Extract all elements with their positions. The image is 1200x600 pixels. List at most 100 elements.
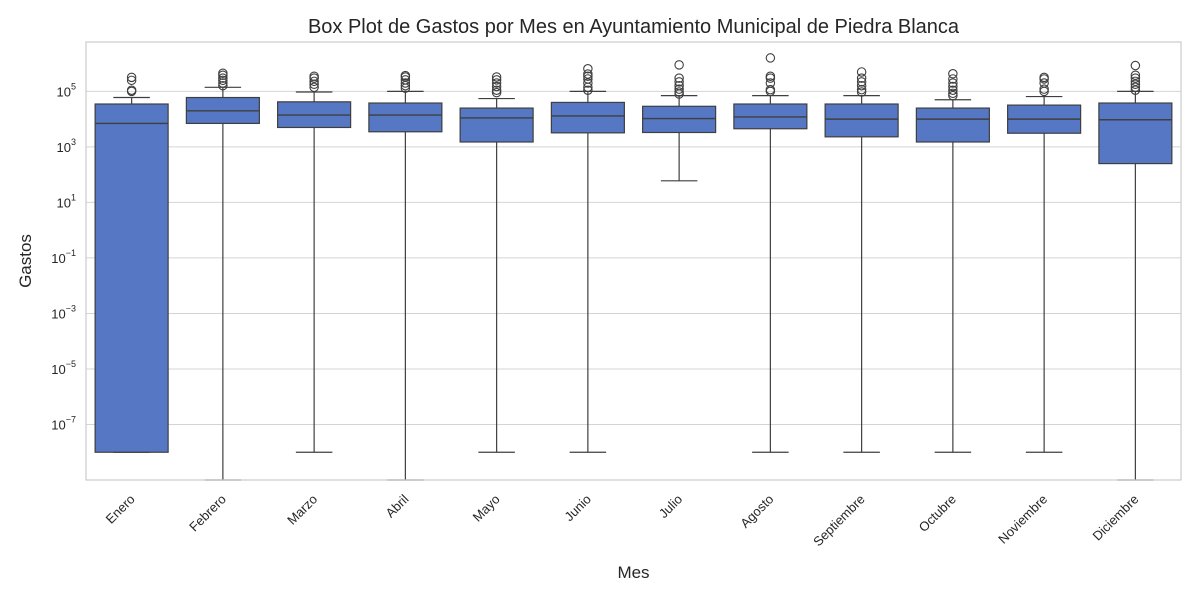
x-tick-label: Septiembre xyxy=(810,492,868,550)
outlier-point xyxy=(948,78,958,88)
y-tick-labels: 105 103 101 10−1 10−3 10−5 10−7 xyxy=(51,81,76,432)
outlier-point xyxy=(400,78,411,88)
outlier-point xyxy=(126,75,137,86)
y-tick-label: 103 xyxy=(57,137,76,155)
y-tick-label: 105 xyxy=(57,81,76,99)
outlier-point xyxy=(491,87,502,98)
box-layer xyxy=(94,53,1173,481)
y-tick-label: 101 xyxy=(57,192,76,210)
outlier-point xyxy=(856,77,867,87)
outlier-point xyxy=(218,78,228,88)
outlier-point xyxy=(126,85,137,95)
outlier-point xyxy=(218,68,228,78)
box-agosto xyxy=(733,53,808,453)
outlier-point xyxy=(1039,72,1049,83)
outlier-point xyxy=(674,77,684,87)
box-septiembre xyxy=(824,67,899,453)
outlier-point xyxy=(583,85,593,95)
x-tick-label: Enero xyxy=(103,492,138,527)
box-marzo xyxy=(277,71,352,453)
box-enero xyxy=(94,72,169,453)
outlier-point xyxy=(948,69,958,79)
outlier-point xyxy=(674,84,684,94)
outlier-point xyxy=(765,84,776,95)
outlier-point xyxy=(765,53,776,63)
x-axis-label: Mes xyxy=(617,563,649,582)
x-tick-label: Agosto xyxy=(737,492,776,531)
box-abril xyxy=(368,70,443,481)
iqr-box xyxy=(368,102,443,133)
x-tick-label: Marzo xyxy=(284,492,320,528)
box-julio xyxy=(642,60,717,182)
outlier-point xyxy=(856,73,867,83)
outlier-point xyxy=(856,87,867,97)
outlier-point xyxy=(765,73,776,83)
outlier-point xyxy=(491,75,502,85)
outlier-point xyxy=(1130,79,1141,90)
iqr-box xyxy=(642,105,717,134)
y-axis-label: Gastos xyxy=(16,234,35,288)
outlier-point xyxy=(491,72,502,82)
outlier-point xyxy=(400,70,411,81)
outlier-point xyxy=(583,64,593,74)
grid-layer xyxy=(86,90,1181,425)
box-junio xyxy=(550,64,625,453)
box-octubre xyxy=(915,69,990,453)
outlier-point xyxy=(1130,73,1141,83)
x-tick-label: Abril xyxy=(382,491,411,520)
outlier-point xyxy=(674,73,684,83)
outlier-point xyxy=(1039,78,1049,88)
x-tick-label: Junio xyxy=(561,492,594,525)
outlier-point xyxy=(1130,76,1141,87)
outlier-point xyxy=(309,76,319,87)
iqr-box xyxy=(94,103,169,453)
chart-title: Box Plot de Gastos por Mes en Ayuntamien… xyxy=(308,16,960,38)
x-tick-label: Mayo xyxy=(470,492,503,525)
iqr-box xyxy=(915,107,990,143)
outlier-point xyxy=(856,84,867,95)
y-tick-label: 10−3 xyxy=(51,303,76,321)
y-tick-label: 10−7 xyxy=(51,414,76,432)
outlier-point xyxy=(491,81,502,92)
x-tick-label: Noviembre xyxy=(995,492,1050,547)
box-mayo xyxy=(459,72,534,453)
outlier-point xyxy=(491,78,502,88)
outlier-point xyxy=(1130,82,1141,93)
iqr-box xyxy=(1098,102,1173,165)
outlier-point xyxy=(1130,70,1141,81)
outlier-point xyxy=(856,67,867,77)
outlier-point xyxy=(948,90,958,101)
box-febrero xyxy=(185,68,260,481)
outlier-point xyxy=(948,85,958,95)
iqr-box xyxy=(824,103,899,138)
y-tick-label: 10−5 xyxy=(51,359,76,377)
plot-frame xyxy=(85,41,1182,481)
outlier-point xyxy=(583,69,593,79)
x-tick-label: Diciembre xyxy=(1090,492,1142,544)
y-tick-label: 10−1 xyxy=(51,248,76,266)
outlier-point xyxy=(309,82,319,93)
outlier-point xyxy=(1130,60,1141,71)
outlier-point xyxy=(583,74,593,84)
outlier-point xyxy=(491,85,502,95)
outlier-point xyxy=(948,88,958,99)
box-diciembre xyxy=(1098,60,1173,481)
outlier-point xyxy=(674,80,684,91)
outlier-point xyxy=(674,60,684,70)
outlier-point xyxy=(765,71,776,82)
outlier-point xyxy=(674,87,684,97)
outlier-point xyxy=(948,74,958,84)
outlier-point xyxy=(126,72,137,83)
outlier-point xyxy=(765,78,776,88)
x-tick-labels: Enero Febrero Marzo Abril Mayo Junio Julio Agos… xyxy=(103,491,1142,549)
outlier-point xyxy=(400,75,411,85)
iqr-box xyxy=(459,107,534,143)
x-tick-label: Julio xyxy=(656,492,686,522)
outlier-point xyxy=(218,73,228,83)
x-tick-label: Febrero xyxy=(186,492,229,535)
outlier-point xyxy=(1039,84,1049,94)
x-tick-label: Octubre xyxy=(916,492,959,535)
outlier-point xyxy=(856,80,867,91)
box-noviembre xyxy=(1007,72,1082,453)
